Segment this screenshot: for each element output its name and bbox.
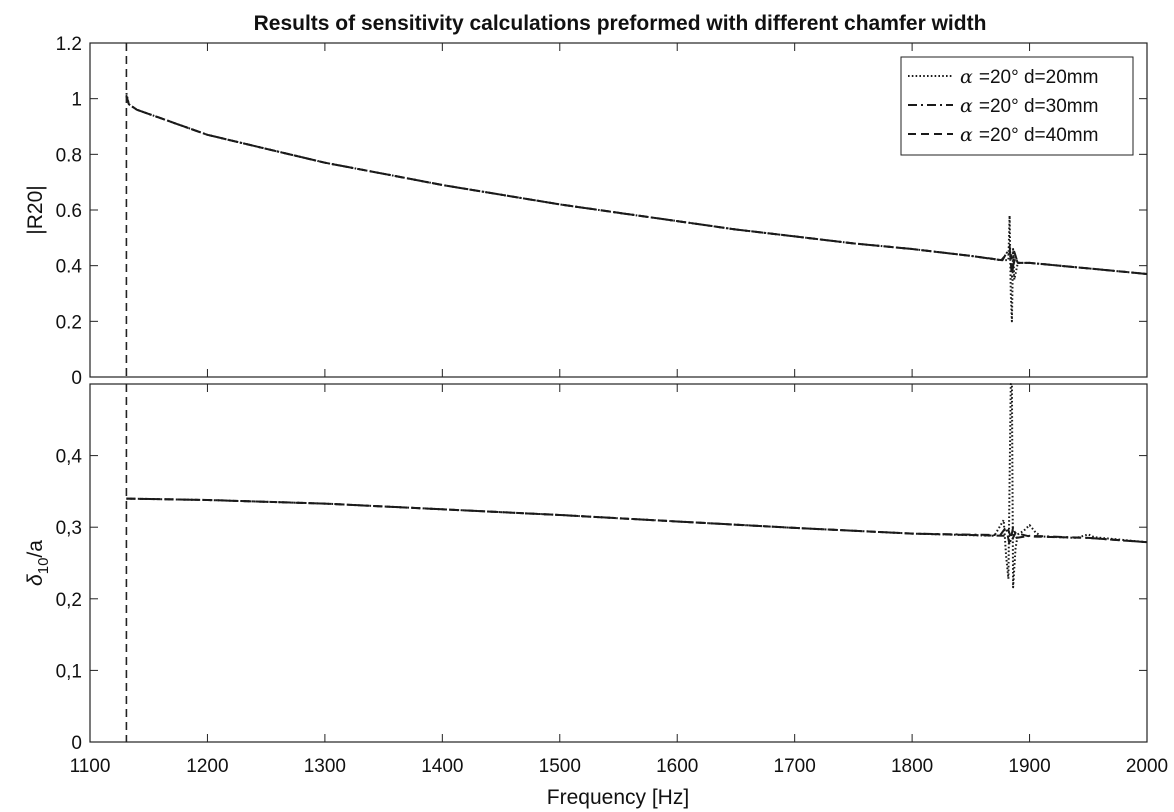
legend-symbol: α xyxy=(960,95,979,117)
top-ytick-label: 1 xyxy=(71,90,82,111)
x-tick-label: 1500 xyxy=(539,756,581,777)
x-tick-label: 1200 xyxy=(186,756,228,777)
bottom-ylabel-sub: 10 xyxy=(35,558,52,575)
legend-label: =20° d=40mm xyxy=(979,125,1099,146)
top-ytick-label: 0.6 xyxy=(56,201,82,222)
top-ytick-label: 0.2 xyxy=(56,312,82,333)
bottom-series xyxy=(125,383,1148,742)
x-tick-label: 1800 xyxy=(891,756,933,777)
chart-title: Results of sensitivity calculations pref… xyxy=(254,12,987,35)
top-series xyxy=(125,43,1148,377)
bottom-ytick-label: 0,4 xyxy=(56,447,83,468)
legend-symbol: α xyxy=(960,124,979,146)
bottom-ticks: 0 0,1 0,2 0,3 0,4 xyxy=(56,384,1148,754)
bottom-ytick-label: 0,2 xyxy=(56,590,82,611)
bottom-ylabel-main: δ xyxy=(24,574,47,586)
bottom-ytick-label: 0,1 xyxy=(56,661,82,682)
x-tick-label: 1900 xyxy=(1008,756,1050,777)
bottom-axes-box xyxy=(89,383,1148,743)
bottom-series-dashdot xyxy=(126,497,1148,547)
legend-box xyxy=(900,56,1134,156)
top-ticks: 0 0.2 0.4 0.6 0.8 1 1.2 xyxy=(56,34,1148,389)
legend-symbol: α xyxy=(960,66,979,88)
x-tick-label: 1600 xyxy=(656,756,698,777)
bottom-ytick-label: 0 xyxy=(71,733,82,754)
x-tick-label: 1400 xyxy=(421,756,463,777)
legend-label: =20° d=20mm xyxy=(979,67,1099,88)
top-ytick-label: 0.4 xyxy=(56,257,83,278)
bottom-series-dashed xyxy=(126,497,1148,544)
top-ytick-label: 0 xyxy=(71,368,82,389)
top-ytick-label: 0.8 xyxy=(56,145,82,166)
legend-entry: α =20° d=40mm xyxy=(960,124,1098,146)
bottom-panel: 0 0,1 0,2 0,3 0,4 δ10/a xyxy=(24,383,1148,754)
bottom-ytick-label: 0,3 xyxy=(56,518,82,539)
x-axis-label: Frequency [Hz] xyxy=(547,786,689,809)
x-tick-label: 1700 xyxy=(774,756,816,777)
legend-label: =20° d=30mm xyxy=(979,96,1099,117)
top-series-dashed xyxy=(125,95,1148,275)
x-tick-label: 1300 xyxy=(304,756,346,777)
legend-entry: α =20° d=20mm xyxy=(960,66,1098,88)
bottom-ylabel-tail: /a xyxy=(24,540,47,558)
x-tick-label: 2000 xyxy=(1126,756,1168,777)
top-ylabel: |R20| xyxy=(24,185,47,234)
bottom-ylabel: δ10/a xyxy=(24,540,52,586)
x-tick-labels: 1100 1200 1300 1400 1500 1600 1700 1800 1900 2000 xyxy=(70,756,1169,777)
legend-entry: α =20° d=30mm xyxy=(960,95,1098,117)
x-tick-label: 1100 xyxy=(70,756,111,777)
top-ytick-label: 1.2 xyxy=(56,34,82,55)
